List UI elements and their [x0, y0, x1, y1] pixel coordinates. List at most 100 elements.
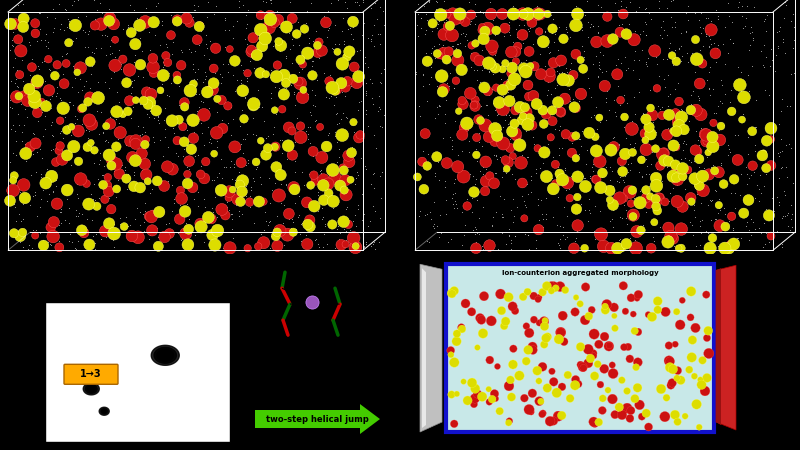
Point	[568, 14, 581, 21]
Point	[152, 0, 165, 7]
Point	[462, 0, 475, 1]
Point	[785, 70, 798, 77]
Point	[573, 227, 586, 234]
Point	[110, 126, 123, 133]
Point	[322, 131, 334, 139]
Point	[635, 172, 648, 180]
Point	[531, 10, 544, 18]
Point	[50, 61, 63, 68]
Point	[518, 65, 530, 72]
Point	[506, 96, 519, 104]
Point	[749, 9, 762, 16]
Point	[425, 63, 438, 71]
Point	[254, 180, 267, 187]
Point	[671, 176, 684, 183]
Point	[786, 10, 799, 17]
Point	[130, 205, 143, 212]
Point	[522, 93, 535, 100]
Point	[31, 109, 44, 117]
Point	[131, 234, 144, 241]
Point	[477, 330, 490, 337]
Point	[110, 185, 123, 193]
Point	[136, 130, 149, 137]
Point	[608, 133, 621, 140]
Point	[712, 216, 725, 224]
Point	[350, 79, 363, 86]
Point	[262, 24, 275, 31]
Point	[448, 359, 461, 366]
Point	[659, 129, 672, 136]
Point	[107, 231, 120, 239]
Point	[68, 0, 81, 5]
Point	[340, 4, 353, 12]
Point	[708, 39, 721, 46]
Point	[650, 54, 662, 61]
Point	[302, 130, 314, 137]
Point	[411, 22, 424, 29]
Point	[618, 343, 630, 351]
Point	[662, 224, 675, 231]
Point	[134, 34, 146, 41]
Point	[105, 156, 118, 163]
Point	[93, 130, 106, 138]
Point	[726, 39, 739, 46]
Point	[470, 230, 483, 237]
Point	[222, 213, 234, 220]
Point	[479, 158, 492, 166]
Point	[218, 16, 231, 23]
Point	[554, 170, 566, 177]
Point	[122, 97, 134, 104]
Point	[662, 72, 674, 79]
Point	[601, 37, 614, 45]
Point	[773, 152, 786, 159]
Point	[787, 24, 800, 31]
Point	[341, 53, 354, 60]
Point	[614, 2, 627, 9]
Point	[429, 114, 442, 122]
Point	[17, 0, 30, 7]
Point	[360, 240, 373, 248]
Point	[474, 245, 486, 252]
Point	[7, 122, 20, 129]
Point	[661, 131, 674, 138]
Point	[629, 239, 642, 247]
Point	[673, 98, 686, 105]
Point	[616, 190, 629, 197]
Point	[236, 177, 249, 184]
Point	[662, 92, 674, 99]
Point	[322, 24, 335, 31]
Point	[153, 208, 166, 216]
Point	[558, 235, 571, 243]
Point	[18, 10, 31, 18]
Point	[714, 122, 727, 130]
Point	[145, 0, 158, 2]
Point	[576, 171, 589, 178]
Point	[430, 6, 443, 13]
Point	[241, 40, 254, 47]
Point	[226, 186, 239, 193]
Point	[469, 230, 482, 237]
Point	[439, 110, 452, 117]
Point	[342, 221, 354, 228]
Point	[151, 114, 164, 121]
Point	[781, 103, 794, 110]
Point	[318, 197, 330, 204]
Point	[587, 112, 600, 119]
Point	[346, 23, 359, 30]
Point	[147, 18, 160, 26]
Point	[527, 66, 540, 73]
Point	[238, 115, 250, 122]
Point	[464, 170, 477, 177]
Point	[542, 110, 554, 117]
Point	[455, 208, 468, 215]
Point	[298, 181, 311, 189]
Point	[537, 159, 550, 166]
Point	[247, 100, 260, 108]
Point	[698, 165, 710, 172]
Point	[122, 21, 134, 28]
Point	[608, 0, 621, 6]
Point	[496, 66, 509, 73]
Point	[616, 159, 629, 166]
Point	[28, 131, 41, 138]
Point	[202, 124, 214, 131]
